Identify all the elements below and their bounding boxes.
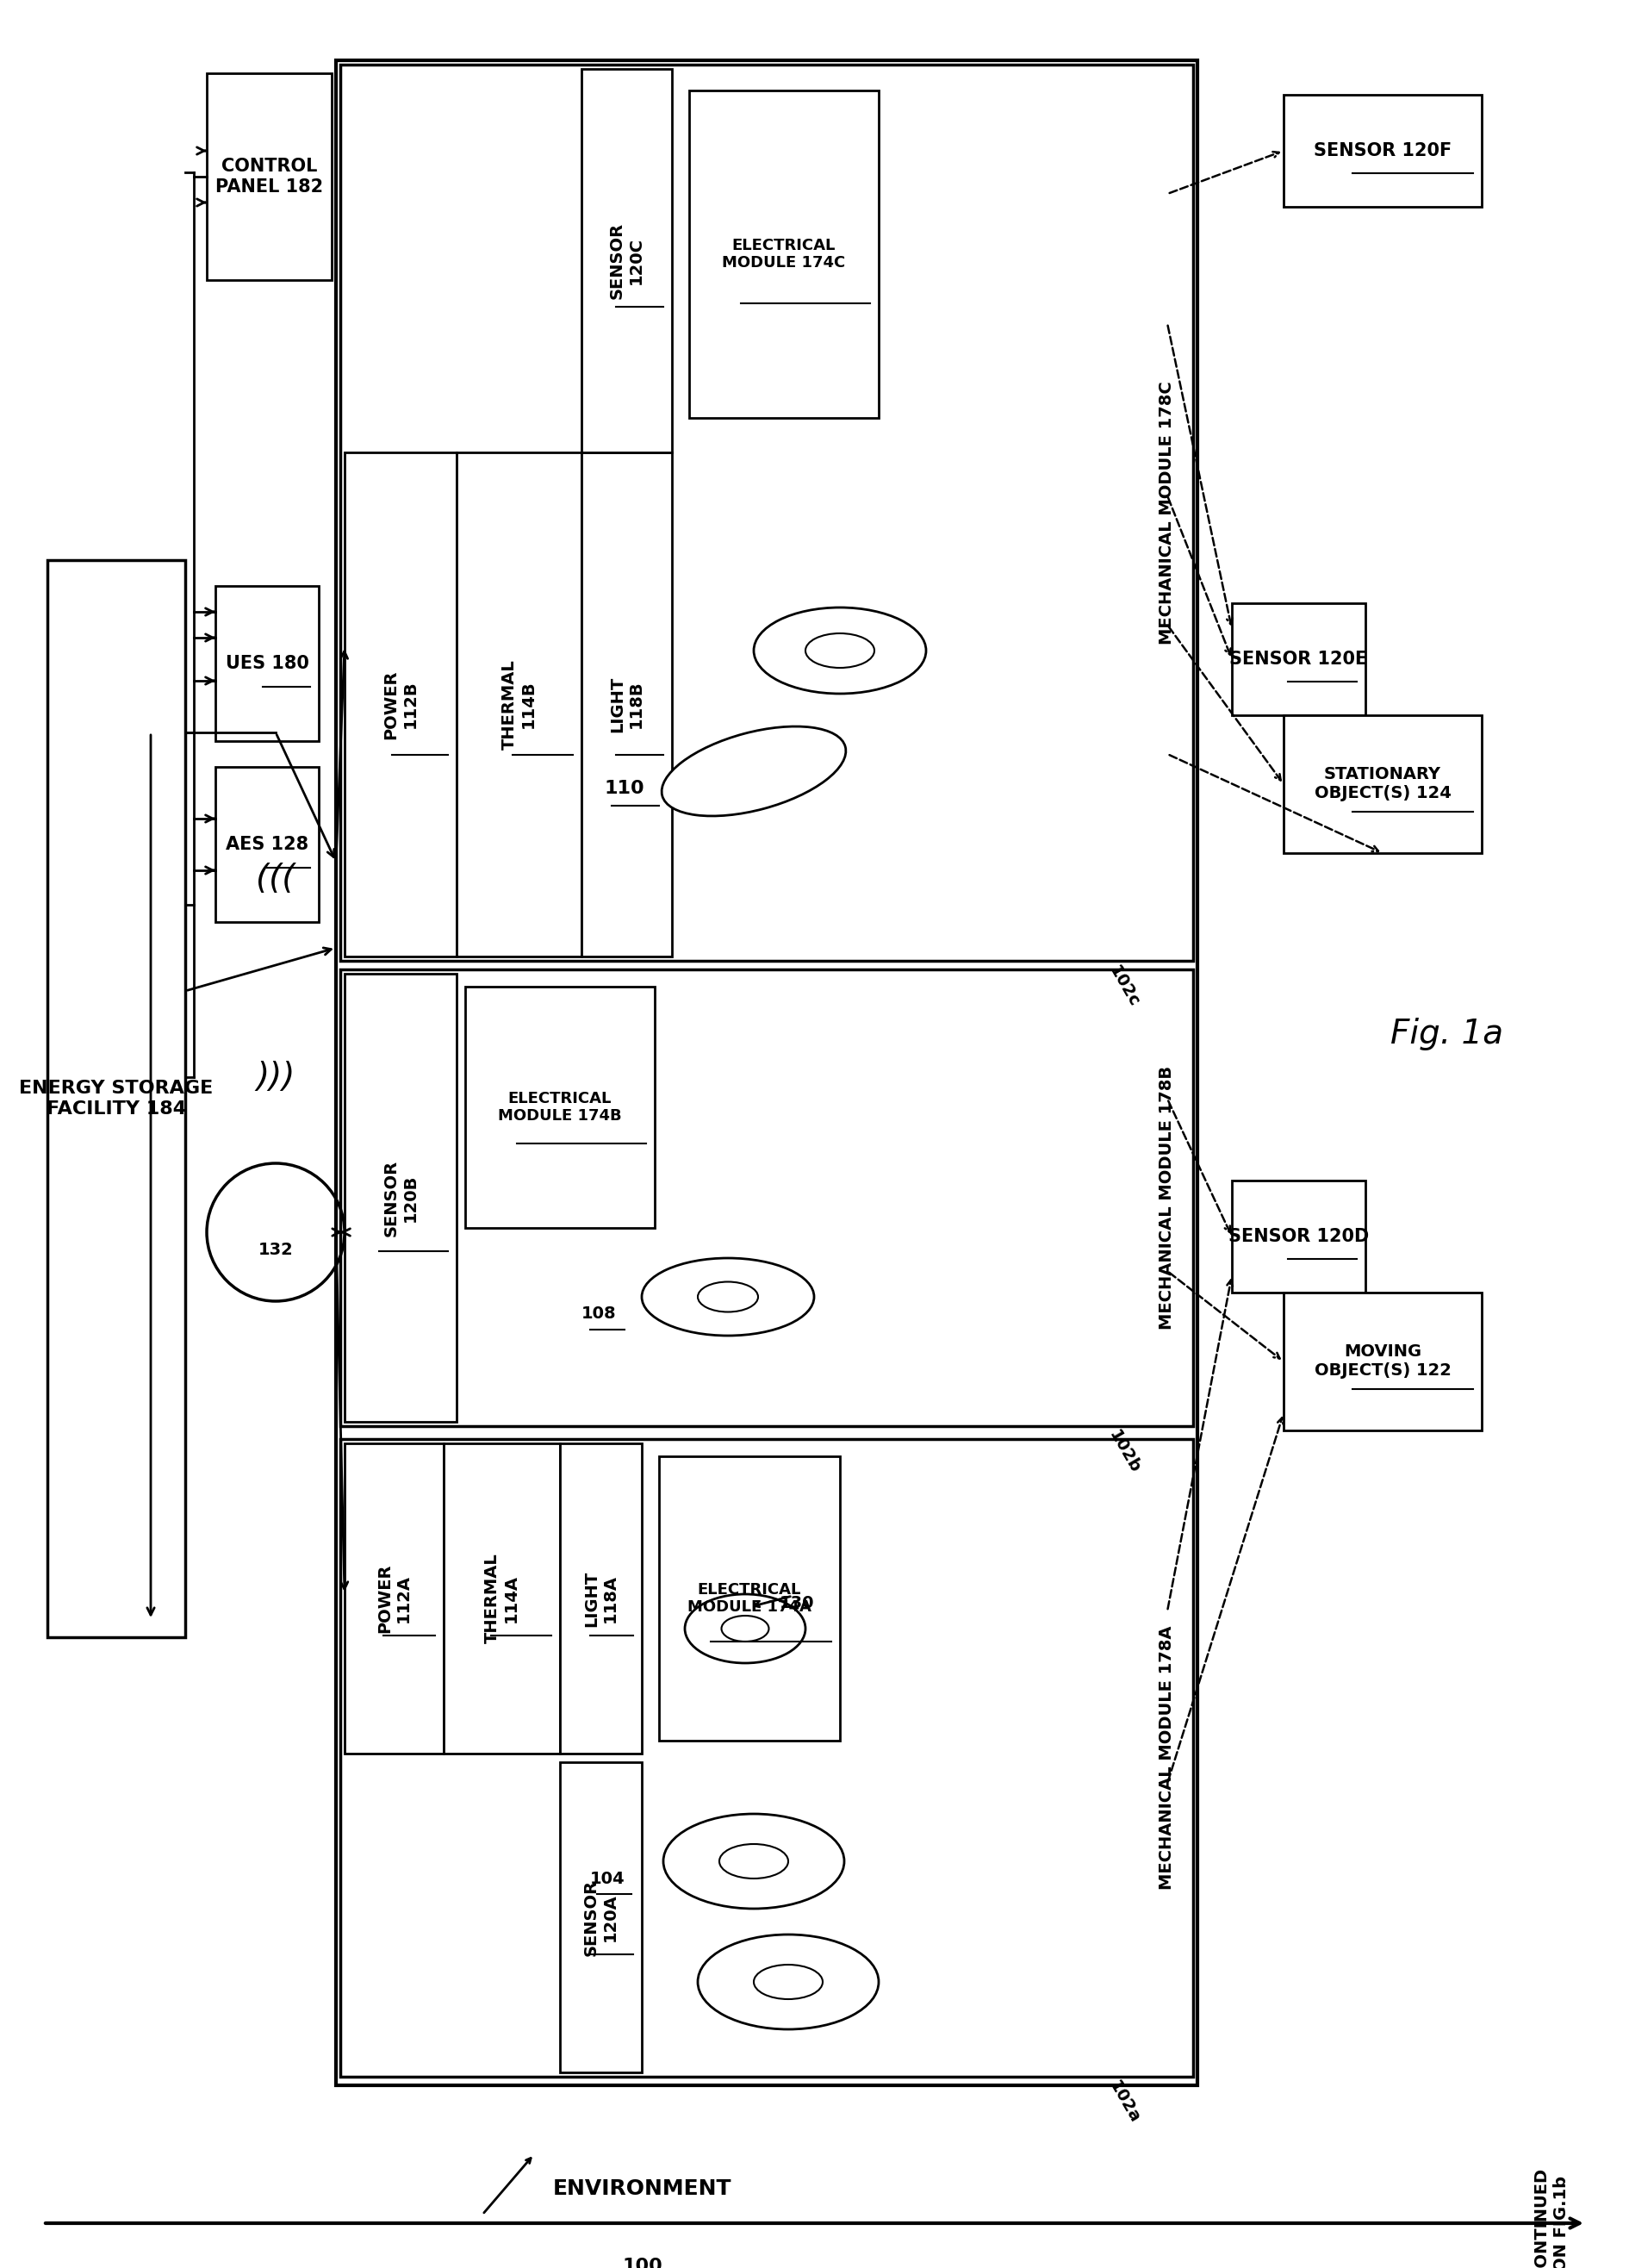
Bar [1284,95,1482,206]
Bar [1284,714,1482,853]
Text: ELECTRICAL
MODULE 174C: ELECTRICAL MODULE 174C [722,238,845,270]
Ellipse shape [754,1964,823,1998]
Text: CONTROL
PANEL 182: CONTROL PANEL 182 [215,159,323,195]
Bar [582,451,671,957]
Text: SENSOR 120F: SENSOR 120F [1313,143,1451,159]
Text: UES 180: UES 180 [225,655,310,671]
Bar [560,1442,642,1753]
Text: SENSOR 120E: SENSOR 120E [1230,651,1368,667]
Text: STATIONARY
OBJECT(S) 124: STATIONARY OBJECT(S) 124 [1315,767,1451,803]
Ellipse shape [642,1259,814,1336]
Bar [466,987,655,1227]
Bar [689,91,878,417]
Text: 104: 104 [590,1871,626,1887]
Bar [345,451,456,957]
Bar [340,968,1192,1427]
Bar [340,64,1192,962]
Text: POWER
112A: POWER 112A [376,1563,412,1633]
Text: LIGHT
118B: LIGHT 118B [609,676,645,733]
Bar [582,68,671,451]
Text: 108: 108 [582,1306,616,1322]
Text: (((: ((( [256,862,295,896]
Text: SENSOR 120D: SENSOR 120D [1228,1227,1368,1245]
Text: SENSOR
120B: SENSOR 120B [383,1159,419,1236]
Bar [660,1456,841,1740]
Ellipse shape [722,1615,769,1642]
Bar [207,73,332,279]
Text: 102a: 102a [1106,2077,1144,2127]
Text: ))): ))) [256,1061,295,1093]
Bar [215,767,319,923]
Ellipse shape [754,608,925,694]
Bar [340,1438,1192,2077]
Text: MOVING
OBJECT(S) 122: MOVING OBJECT(S) 122 [1315,1345,1451,1379]
Text: LIGHT
118A: LIGHT 118A [583,1569,619,1626]
Bar [456,451,582,957]
Text: THERMAL
114B: THERMAL 114B [502,660,536,748]
Text: MECHANICAL MODULE 178B: MECHANICAL MODULE 178B [1160,1066,1176,1329]
Text: ENVIRONMENT: ENVIRONMENT [552,2177,731,2200]
Ellipse shape [697,1281,757,1311]
Text: MECHANICAL MODULE 178C: MECHANICAL MODULE 178C [1160,381,1176,644]
Bar [345,1442,443,1753]
Text: 132: 132 [257,1241,293,1259]
Text: ENERGY STORAGE
FACILITY 184: ENERGY STORAGE FACILITY 184 [20,1080,213,1118]
Ellipse shape [697,1935,878,2030]
Bar [1232,1182,1365,1293]
Text: CONTINUED
ON FIG.1b: CONTINUED ON FIG.1b [1535,2168,1569,2268]
Bar [560,1762,642,2073]
Ellipse shape [661,726,845,816]
Text: ELECTRICAL
MODULE 174A: ELECTRICAL MODULE 174A [687,1581,811,1615]
Text: MECHANICAL MODULE 178A: MECHANICAL MODULE 178A [1160,1626,1176,1889]
Bar [336,61,1197,2084]
Ellipse shape [663,1814,844,1910]
Text: AES 128: AES 128 [226,837,308,853]
Bar [215,585,319,742]
Text: 100: 100 [622,2257,663,2268]
Ellipse shape [684,1594,805,1662]
Bar [443,1442,560,1753]
Text: 102b: 102b [1106,1427,1144,1476]
Text: Fig. 1a: Fig. 1a [1391,1018,1504,1050]
Bar [1284,1293,1482,1431]
Text: 102c: 102c [1106,964,1142,1009]
Text: SENSOR
120A: SENSOR 120A [583,1878,619,1955]
Text: 110: 110 [604,780,645,796]
Text: POWER
112B: POWER 112B [383,669,419,739]
Ellipse shape [805,633,875,667]
Bar [1232,603,1365,714]
Text: THERMAL
114A: THERMAL 114A [484,1554,520,1644]
Text: 130: 130 [779,1594,814,1610]
Bar [47,560,186,1637]
Bar [345,973,456,1422]
Ellipse shape [720,1844,788,1878]
Text: SENSOR
120C: SENSOR 120C [609,222,645,299]
Text: ELECTRICAL
MODULE 174B: ELECTRICAL MODULE 174B [498,1091,622,1125]
